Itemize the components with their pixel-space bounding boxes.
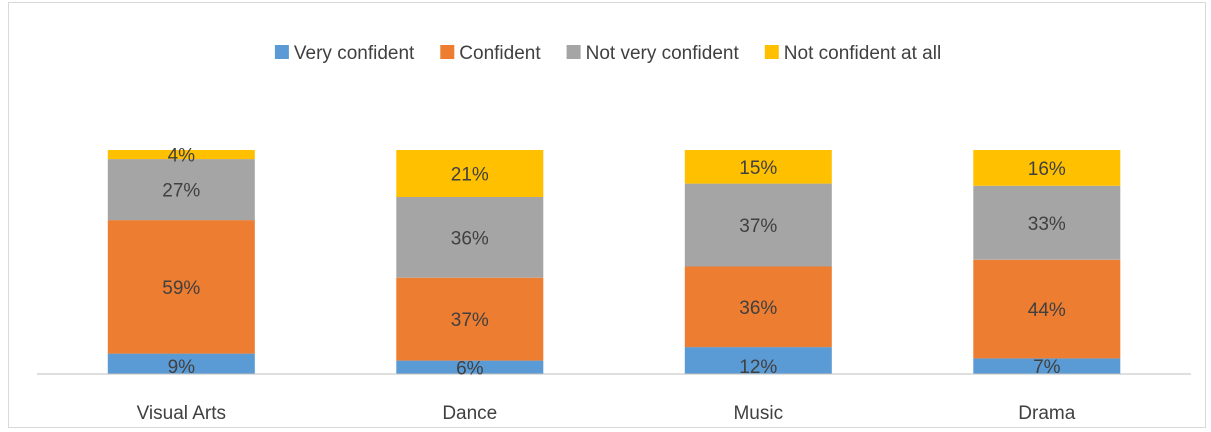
bar-segment xyxy=(107,150,255,160)
data-label: 33% xyxy=(1028,214,1066,235)
legend-item: Very confident xyxy=(274,43,415,64)
data-label: 12% xyxy=(739,357,777,378)
legend-item: Not very confident xyxy=(566,43,740,64)
bar-segment xyxy=(107,220,255,354)
bar-segment xyxy=(107,353,255,374)
bar-segment xyxy=(684,266,832,348)
data-label: 15% xyxy=(739,158,777,179)
data-label: 37% xyxy=(739,216,777,237)
bar-segment xyxy=(973,150,1121,186)
data-label: 59% xyxy=(162,278,200,299)
value-labels: 9% 59% 27% 4% 6% 37% 36% 21% 12% 36% 37% 15% 7% 44% 33… xyxy=(162,146,1066,380)
legend-label: Confident xyxy=(459,43,541,64)
bar-segment xyxy=(973,358,1121,374)
data-label: 6% xyxy=(456,358,484,379)
bars xyxy=(107,150,1121,374)
bar-segment xyxy=(396,150,544,197)
legend: Very confident Confident Not very confiden… xyxy=(274,43,941,64)
x-tick-label: Music xyxy=(733,403,783,424)
data-label: 37% xyxy=(451,310,489,331)
bar-segment xyxy=(396,197,544,278)
data-label: 36% xyxy=(451,228,489,249)
data-label: 27% xyxy=(162,181,200,202)
bar-segment xyxy=(684,183,832,267)
bar-segment xyxy=(973,185,1121,260)
data-label: 16% xyxy=(1028,159,1066,180)
bar-segment xyxy=(684,150,832,184)
bar-segment xyxy=(973,259,1121,359)
bar-segment xyxy=(396,360,544,374)
x-tick-labels: Visual Arts Dance Music Drama xyxy=(137,403,1076,424)
bar-segment xyxy=(396,277,544,361)
legend-swatch xyxy=(274,45,289,59)
x-tick-label: Dance xyxy=(442,403,497,424)
chart-frame: Very confident Confident Not very confiden… xyxy=(8,2,1206,428)
legend-swatch xyxy=(566,45,581,59)
legend-label: Very confident xyxy=(294,43,415,64)
data-label: 36% xyxy=(739,298,777,319)
x-tick-label: Visual Arts xyxy=(137,403,226,424)
legend-item: Not confident at all xyxy=(764,43,941,64)
legend-label: Not very confident xyxy=(586,43,740,64)
data-label: 44% xyxy=(1028,300,1066,321)
x-tick-label: Drama xyxy=(1018,403,1075,424)
bar-segment xyxy=(107,159,255,221)
stacked-bar-chart: Very confident Confident Not very confiden… xyxy=(37,43,1191,424)
data-label: 4% xyxy=(168,146,196,167)
legend-swatch xyxy=(764,45,779,59)
data-label: 9% xyxy=(168,357,196,378)
legend-item: Confident xyxy=(440,43,541,64)
data-label: 21% xyxy=(451,165,489,186)
bar-segment xyxy=(684,347,832,374)
legend-label: Not confident at all xyxy=(784,43,941,64)
data-label: 7% xyxy=(1033,357,1061,378)
legend-swatch xyxy=(440,45,455,59)
